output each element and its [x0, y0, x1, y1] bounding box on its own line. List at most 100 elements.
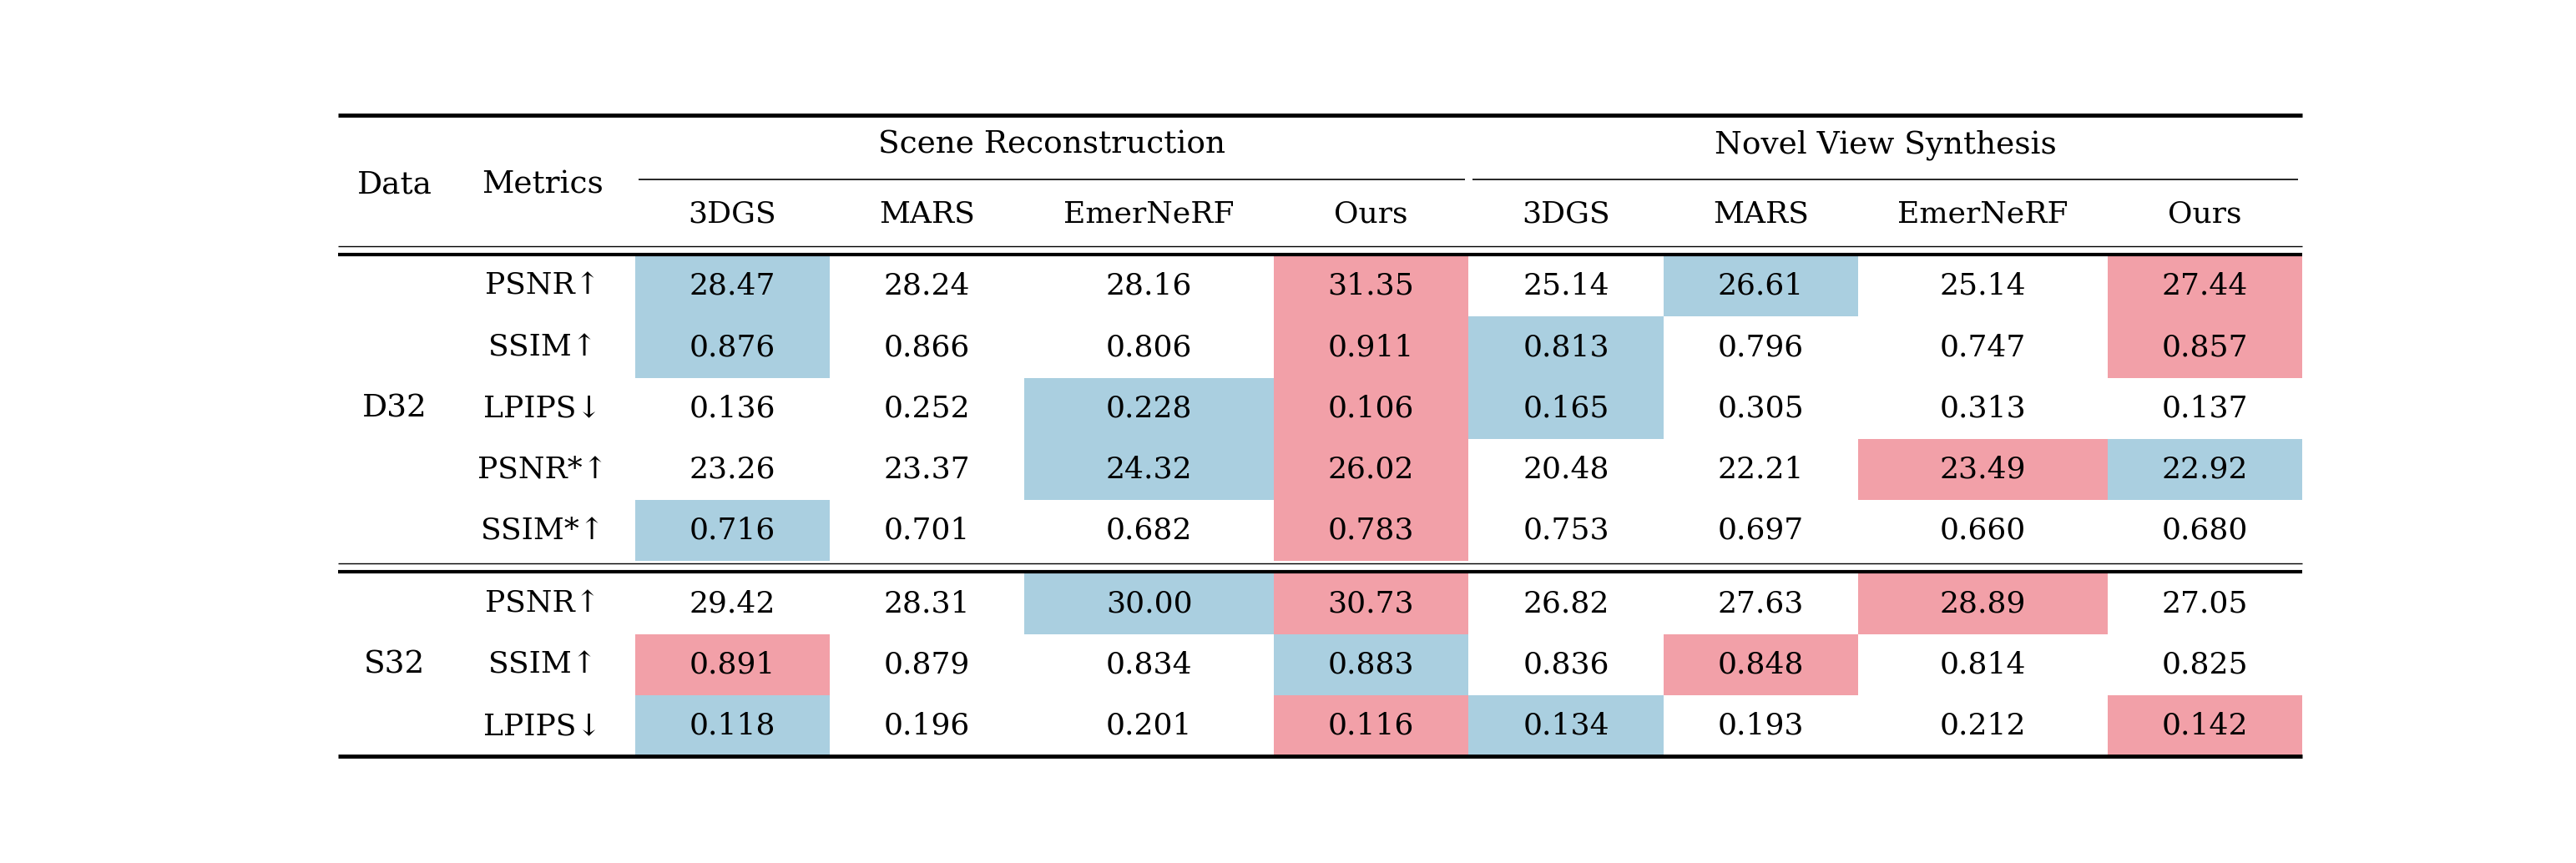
Text: Ours: Ours — [2169, 200, 2241, 229]
Text: PSNR↑: PSNR↑ — [484, 272, 600, 300]
Bar — [634, 500, 829, 561]
Text: 0.212: 0.212 — [1940, 712, 2025, 740]
Text: Novel View Synthesis: Novel View Synthesis — [1716, 129, 2056, 160]
Text: 22.21: 22.21 — [1718, 455, 1803, 483]
Text: 0.753: 0.753 — [1522, 516, 1610, 545]
Text: 25.14: 25.14 — [1522, 272, 1610, 300]
Text: 0.136: 0.136 — [690, 394, 775, 423]
Text: 0.697: 0.697 — [1718, 516, 1803, 545]
Text: 31.35: 31.35 — [1327, 272, 1414, 300]
Text: 28.24: 28.24 — [884, 272, 971, 300]
Text: 20.48: 20.48 — [1522, 455, 1610, 483]
Bar — [2107, 255, 2303, 317]
Text: 0.825: 0.825 — [2161, 651, 2249, 679]
Text: 26.82: 26.82 — [1522, 589, 1610, 618]
Text: 0.134: 0.134 — [1522, 712, 1610, 740]
Text: 23.26: 23.26 — [690, 455, 775, 483]
Text: 0.252: 0.252 — [884, 394, 971, 423]
Text: 0.193: 0.193 — [1718, 712, 1803, 740]
Text: 30.00: 30.00 — [1105, 589, 1193, 618]
Text: 23.49: 23.49 — [1940, 455, 2025, 483]
Text: 26.61: 26.61 — [1718, 272, 1803, 300]
Text: 0.142: 0.142 — [2161, 712, 2249, 740]
Text: 0.165: 0.165 — [1522, 394, 1610, 423]
Text: 0.228: 0.228 — [1105, 394, 1193, 423]
Text: 30.73: 30.73 — [1327, 589, 1414, 618]
Bar — [2107, 696, 2303, 757]
Bar — [1273, 634, 1468, 696]
Text: 0.783: 0.783 — [1327, 516, 1414, 545]
Text: 0.879: 0.879 — [884, 651, 971, 679]
Text: 0.680: 0.680 — [2161, 516, 2249, 545]
Bar — [1025, 378, 1273, 439]
Text: D32: D32 — [363, 394, 428, 424]
Text: 25.14: 25.14 — [1940, 272, 2027, 300]
Text: MARS: MARS — [1713, 200, 1808, 229]
Bar — [2107, 439, 2303, 500]
Text: 0.660: 0.660 — [1940, 516, 2025, 545]
Text: 28.47: 28.47 — [690, 272, 775, 300]
Bar — [1857, 573, 2107, 634]
Text: 3DGS: 3DGS — [1522, 200, 1610, 229]
Bar — [1664, 634, 1857, 696]
Text: 0.106: 0.106 — [1329, 394, 1414, 423]
Bar — [1025, 439, 1273, 500]
Bar — [634, 696, 829, 757]
Text: 0.116: 0.116 — [1329, 712, 1414, 740]
Text: 0.836: 0.836 — [1522, 651, 1610, 679]
Bar — [634, 255, 829, 317]
Text: 22.92: 22.92 — [2161, 455, 2249, 483]
Text: 0.911: 0.911 — [1329, 333, 1414, 362]
Text: SSIM↑: SSIM↑ — [489, 333, 598, 362]
Bar — [1664, 255, 1857, 317]
Bar — [1273, 439, 1468, 500]
Text: 0.305: 0.305 — [1718, 394, 1803, 423]
Text: 0.814: 0.814 — [1940, 651, 2025, 679]
Text: PSNR*↑: PSNR*↑ — [477, 455, 608, 483]
Text: 0.891: 0.891 — [690, 651, 775, 679]
Bar — [2107, 317, 2303, 378]
Text: Scene Reconstruction: Scene Reconstruction — [878, 129, 1226, 160]
Text: SSIM↑: SSIM↑ — [489, 651, 598, 679]
Text: PSNR↑: PSNR↑ — [484, 589, 600, 618]
Text: 0.118: 0.118 — [690, 712, 775, 740]
Text: 24.32: 24.32 — [1105, 455, 1193, 483]
Bar — [1857, 439, 2107, 500]
Text: Ours: Ours — [1334, 200, 1409, 229]
Text: 28.16: 28.16 — [1105, 272, 1193, 300]
Bar — [1468, 317, 1664, 378]
Text: 26.02: 26.02 — [1329, 455, 1414, 483]
Text: 27.44: 27.44 — [2161, 272, 2249, 300]
Text: 0.196: 0.196 — [884, 712, 971, 740]
Text: EmerNeRF: EmerNeRF — [1899, 200, 2069, 229]
Text: 0.813: 0.813 — [1522, 333, 1610, 362]
Text: 0.716: 0.716 — [690, 516, 775, 545]
Bar — [1273, 378, 1468, 439]
Text: S32: S32 — [363, 650, 425, 680]
Text: 0.201: 0.201 — [1105, 712, 1193, 740]
Text: 0.747: 0.747 — [1940, 333, 2025, 362]
Text: 27.63: 27.63 — [1718, 589, 1803, 618]
Text: 0.857: 0.857 — [2161, 333, 2249, 362]
Text: LPIPS↓: LPIPS↓ — [484, 394, 603, 423]
Text: 0.883: 0.883 — [1327, 651, 1414, 679]
Bar — [1025, 573, 1273, 634]
Text: 23.37: 23.37 — [884, 455, 971, 483]
Bar — [1468, 696, 1664, 757]
Text: 0.866: 0.866 — [884, 333, 971, 362]
Bar — [1273, 317, 1468, 378]
Bar — [1468, 378, 1664, 439]
Text: 29.42: 29.42 — [690, 589, 775, 618]
Text: 28.89: 28.89 — [1940, 589, 2025, 618]
Text: 28.31: 28.31 — [884, 589, 971, 618]
Bar — [1273, 500, 1468, 561]
Text: 0.876: 0.876 — [690, 333, 775, 362]
Text: 0.806: 0.806 — [1105, 333, 1193, 362]
Bar — [1273, 573, 1468, 634]
Text: 0.137: 0.137 — [2161, 394, 2249, 423]
Bar — [634, 634, 829, 696]
Text: 0.848: 0.848 — [1718, 651, 1803, 679]
Text: LPIPS↓: LPIPS↓ — [484, 712, 603, 740]
Text: Metrics: Metrics — [482, 170, 603, 200]
Text: 3DGS: 3DGS — [688, 200, 775, 229]
